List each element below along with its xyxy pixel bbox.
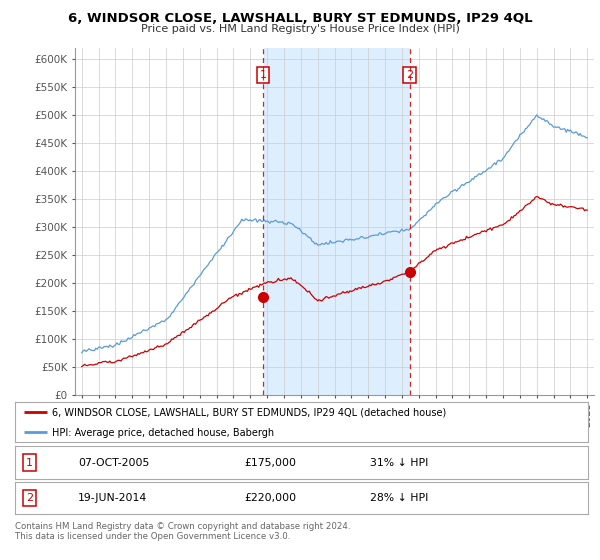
Text: Contains HM Land Registry data © Crown copyright and database right 2024.
This d: Contains HM Land Registry data © Crown c…: [15, 522, 350, 542]
Text: Price paid vs. HM Land Registry's House Price Index (HPI): Price paid vs. HM Land Registry's House …: [140, 24, 460, 34]
Text: 1: 1: [260, 70, 266, 80]
Text: 28% ↓ HPI: 28% ↓ HPI: [370, 493, 428, 503]
Text: £175,000: £175,000: [244, 458, 296, 468]
Text: £220,000: £220,000: [244, 493, 296, 503]
Text: 6, WINDSOR CLOSE, LAWSHALL, BURY ST EDMUNDS, IP29 4QL (detached house): 6, WINDSOR CLOSE, LAWSHALL, BURY ST EDMU…: [52, 408, 446, 418]
Text: 31% ↓ HPI: 31% ↓ HPI: [370, 458, 428, 468]
Text: 2: 2: [26, 493, 33, 503]
Text: 6, WINDSOR CLOSE, LAWSHALL, BURY ST EDMUNDS, IP29 4QL: 6, WINDSOR CLOSE, LAWSHALL, BURY ST EDMU…: [68, 12, 532, 25]
Text: 1: 1: [26, 458, 33, 468]
Text: HPI: Average price, detached house, Babergh: HPI: Average price, detached house, Babe…: [52, 428, 274, 438]
Text: 19-JUN-2014: 19-JUN-2014: [78, 493, 147, 503]
Text: 07-OCT-2005: 07-OCT-2005: [78, 458, 149, 468]
Text: 2: 2: [406, 70, 413, 80]
